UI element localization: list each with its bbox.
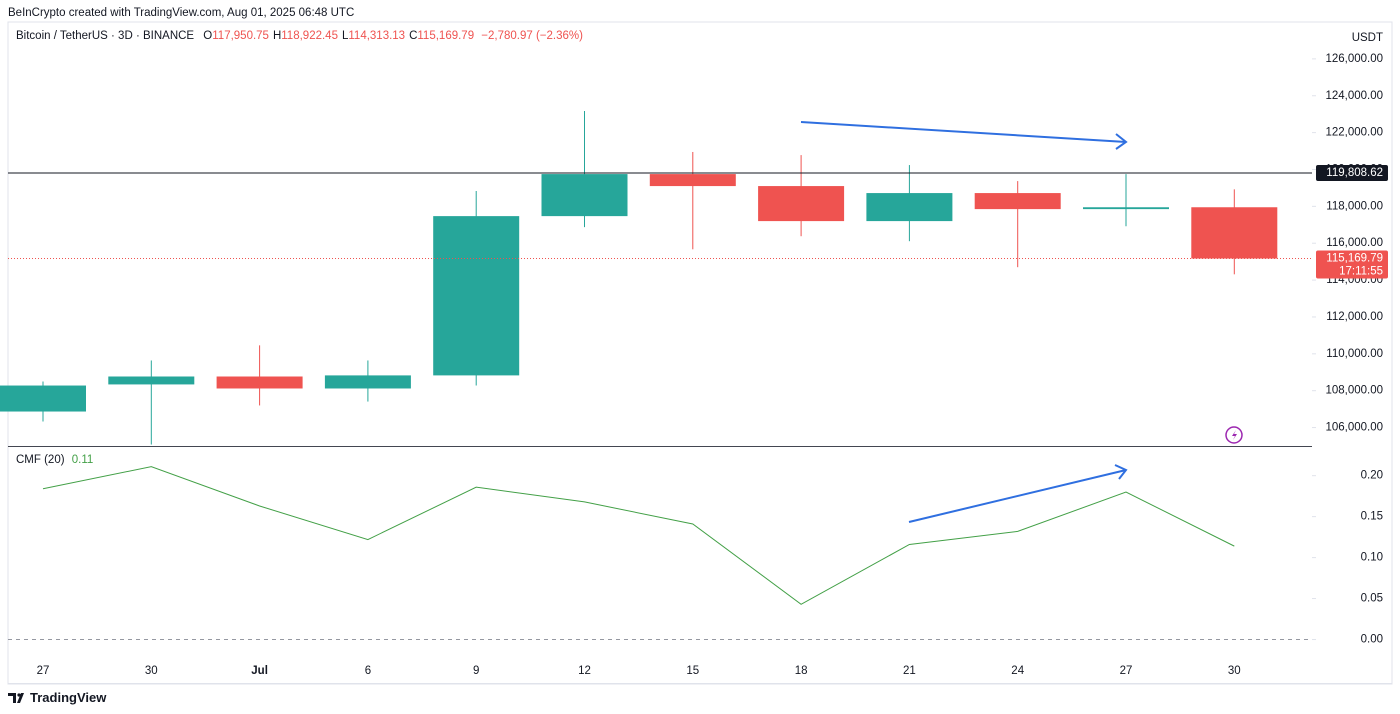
y-tick-label: 116,000.00	[1326, 237, 1383, 249]
ohlc-label: O	[203, 30, 213, 42]
candle-body	[866, 193, 953, 222]
x-tick-label: 30	[145, 665, 158, 677]
cmf-title: CMF (20)	[16, 454, 65, 466]
x-tick-label: 9	[473, 665, 479, 677]
candle-body	[0, 385, 86, 412]
price-label: 115,169.79	[1326, 253, 1383, 265]
x-tick-label: 30	[1228, 665, 1241, 677]
annotations	[800, 121, 1128, 523]
ohlc-label: C	[409, 30, 418, 42]
ohlc-label: H	[272, 30, 282, 42]
y-axis-unit: USDT	[1352, 32, 1383, 44]
symbol-title: Bitcoin / TetherUS · 3D · BINANCE	[16, 30, 195, 42]
change: −2,780.97 (−2.36%)	[481, 30, 583, 42]
price-countdown: 17:11:55	[1339, 266, 1383, 278]
y-tick-label: 108,000.00	[1325, 385, 1383, 397]
candle-body	[758, 186, 845, 222]
candle-body	[108, 376, 195, 385]
y-tick-label: 112,000.00	[1326, 311, 1383, 323]
candle-body	[1083, 207, 1169, 210]
ohlc-value: 118,922.45	[281, 30, 338, 42]
x-tick-label: 21	[903, 665, 916, 677]
y-tick-label: 106,000.00	[1325, 422, 1383, 434]
y-tick-label: 122,000.00	[1325, 127, 1383, 139]
x-tick-label: 27	[1120, 665, 1133, 677]
price-legend: Bitcoin / TetherUS · 3D · BINANCE O117,9…	[16, 30, 583, 42]
x-tick-label: Jul	[251, 665, 268, 677]
price-label-box	[1316, 165, 1388, 182]
y-tick-label: 126,000.00	[1325, 53, 1383, 65]
event-bolt	[1232, 430, 1237, 440]
x-tick-label: 15	[686, 665, 699, 677]
y-tick-label: 0.00	[1361, 634, 1383, 646]
price-label-box	[1316, 250, 1388, 279]
candle-body	[974, 193, 1061, 210]
arrow	[800, 121, 1127, 143]
ohlc-value: 115,169.79	[417, 30, 475, 42]
ohlc-label: L	[341, 30, 349, 42]
ohlc-value: 117,950.75	[212, 30, 269, 42]
x-tick-label: 18	[795, 665, 808, 677]
arrow	[908, 469, 1127, 523]
y-tick-label: 124,000.00	[1325, 90, 1383, 102]
cmf-line	[42, 466, 1235, 605]
frame	[7, 21, 1393, 685]
brand: TradingView	[30, 690, 107, 705]
candle-body	[216, 376, 303, 389]
logo	[8, 693, 24, 703]
cmf-value: 0.11	[71, 454, 94, 466]
arrow-head	[1114, 464, 1128, 480]
candle-body	[541, 174, 628, 217]
y-tick-label: 0.15	[1361, 511, 1383, 523]
ohlc: O117,950.75 H118,922.45 L114,313.13 C115,16…	[197, 30, 474, 42]
y-tick-label: 118,000.00	[1326, 200, 1383, 212]
cmf-legend: CMF (20) 0.11	[16, 454, 93, 466]
candle-body	[1191, 207, 1278, 259]
x-tick-label: 12	[578, 665, 591, 677]
x-tick-label: 27	[37, 665, 50, 677]
y-tick-label: 110,000.00	[1326, 348, 1383, 360]
plot: 27 30 Jul 6 9 12 15 18 21 24 27 30 106,000.00 108,000…	[0, 53, 1388, 677]
ohlc-value: 114,313.13	[348, 30, 406, 42]
y-tick-label: 0.05	[1361, 593, 1383, 605]
logo-mark	[8, 693, 24, 703]
attribution: BeInCrypto created with TradingView.com,…	[8, 7, 354, 19]
x-tick-label: 6	[365, 665, 371, 677]
arrow-head	[1115, 133, 1128, 150]
event-icon	[1225, 426, 1243, 444]
logo-dot	[17, 693, 21, 697]
candle-body	[433, 216, 520, 376]
y-tick-label: 0.10	[1361, 552, 1383, 564]
y-tick-label: 0.20	[1361, 470, 1383, 482]
candle-body	[649, 174, 736, 187]
price-label: 119,808.62	[1326, 167, 1383, 179]
x-tick-label: 24	[1011, 665, 1024, 677]
candle-body	[324, 375, 411, 389]
